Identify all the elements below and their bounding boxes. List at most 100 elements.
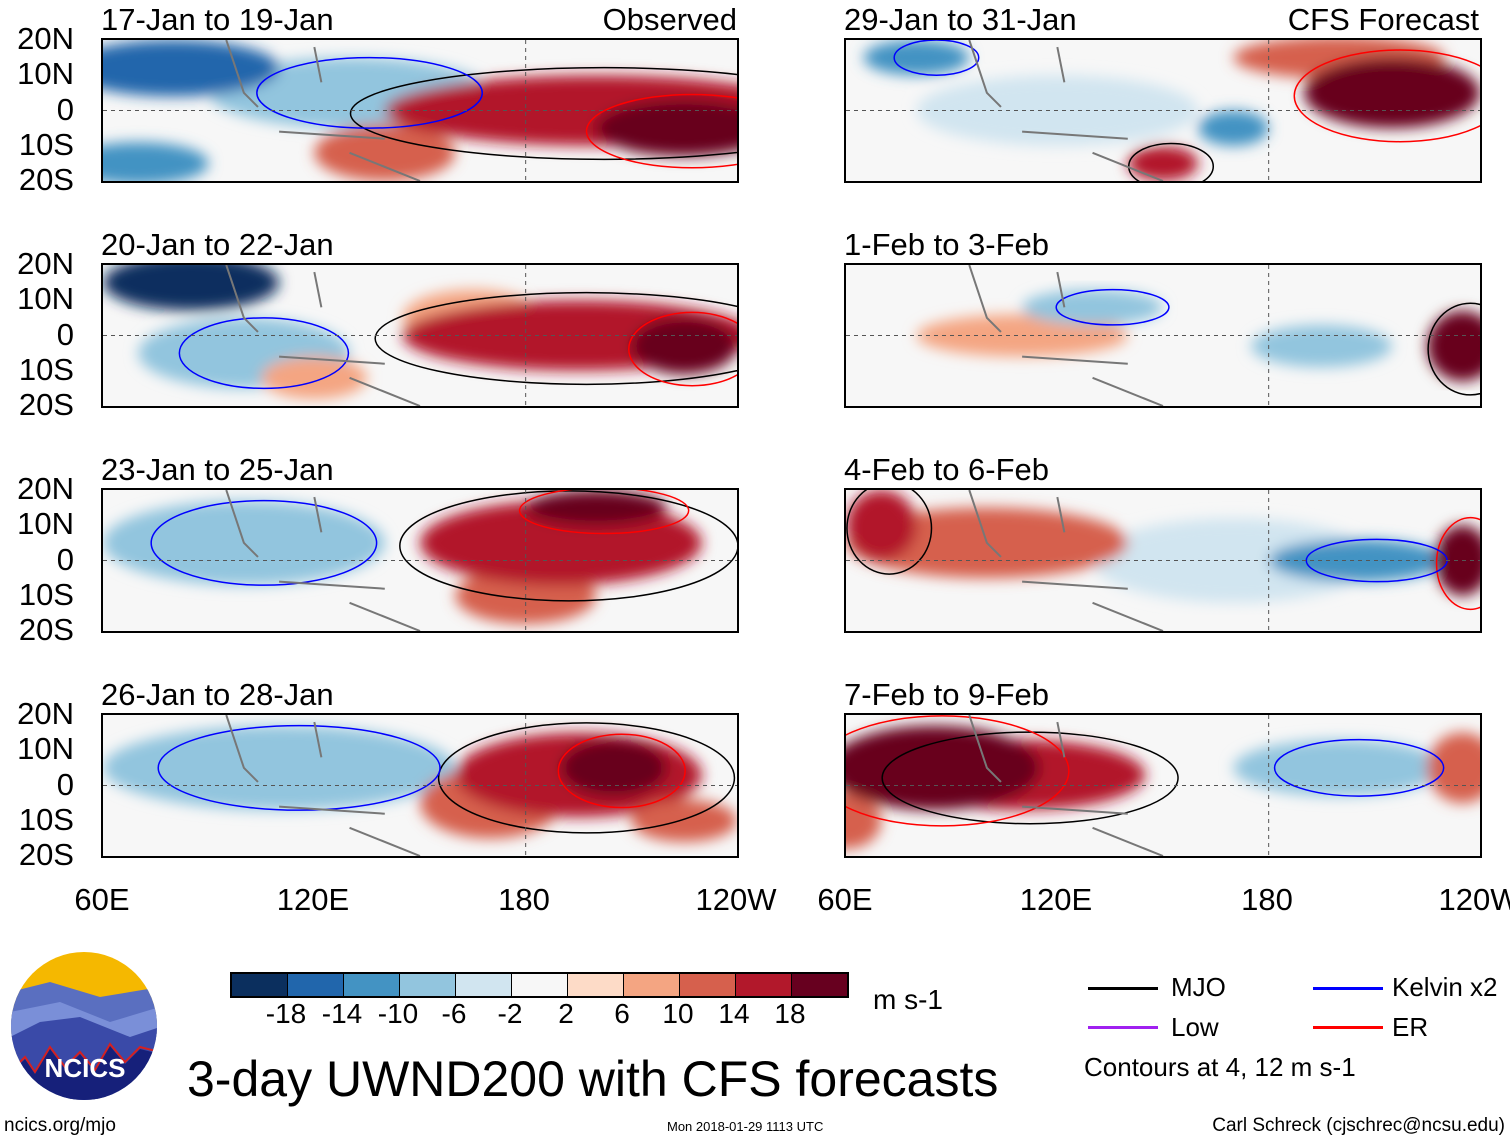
- map-panel: [844, 263, 1482, 408]
- y-tick-label: 0: [56, 316, 74, 352]
- anomaly-region: [1427, 310, 1480, 382]
- legend-er-line: [1313, 1026, 1383, 1029]
- contour-line: [399, 490, 737, 602]
- colorbar-label: -14: [321, 998, 363, 1029]
- contour-line: [846, 715, 1070, 827]
- anomaly-region: [846, 490, 917, 561]
- legend-kelvin-label: Kelvin x2: [1392, 972, 1498, 1002]
- y-tick-label: 10S: [18, 801, 74, 837]
- coastline: [968, 715, 1164, 856]
- map-panel: [101, 488, 739, 633]
- contour-line: [846, 490, 933, 575]
- coastline: [225, 715, 421, 856]
- colorbar-swatch: [568, 974, 624, 996]
- x-tick-label: 60E: [817, 882, 873, 917]
- map-panel: [844, 488, 1482, 633]
- contour-line: [178, 317, 350, 390]
- colorbar-swatch: [232, 974, 288, 996]
- coastline: [225, 265, 421, 406]
- contour-line: [628, 311, 737, 387]
- panel-title: 17-Jan to 19-Jan: [101, 2, 334, 37]
- coastline: [225, 40, 421, 181]
- map-panel: [101, 38, 739, 183]
- y-tick-label: 10S: [18, 351, 74, 387]
- anomaly-region: [1268, 539, 1445, 582]
- contour-line: [1427, 302, 1480, 396]
- ncics-logo: NCICS: [11, 952, 157, 1100]
- footer-url[interactable]: ncics.org/mjo: [4, 1115, 116, 1136]
- forecast-label: CFS Forecast: [1287, 2, 1479, 37]
- colorbar-label: 10: [662, 998, 694, 1029]
- y-tick-label: 20N: [17, 246, 74, 281]
- anomaly-region: [846, 725, 1040, 811]
- coastline: [968, 490, 1164, 631]
- colorbar-swatch: [792, 974, 847, 996]
- contour-line: [157, 724, 441, 811]
- y-tick-label: 10N: [17, 56, 74, 92]
- contour-line: [1435, 516, 1480, 611]
- colorbar-label: 14: [718, 998, 750, 1029]
- x-tick-label: 120E: [276, 882, 350, 917]
- svg-text:NCICS: NCICS: [45, 1053, 126, 1083]
- y-tick-label: 10S: [18, 126, 74, 162]
- y-tick-label: 20S: [18, 387, 74, 422]
- legend-mjo-label: MJO: [1171, 972, 1226, 1002]
- y-tick-label: 20S: [18, 837, 74, 872]
- contour-line: [437, 722, 736, 834]
- contour-line: [256, 56, 484, 129]
- y-tick-label: 10N: [17, 281, 74, 317]
- anomaly-region: [1251, 324, 1392, 368]
- y-tick-label: 10S: [18, 576, 74, 612]
- x-tick-label: 60E: [74, 882, 130, 917]
- anomaly-region: [596, 99, 737, 157]
- anomaly-region: [103, 265, 280, 311]
- anomaly-region: [1127, 145, 1199, 181]
- panel-title: 4-Feb to 6-Feb: [844, 452, 1050, 487]
- anomaly-region: [560, 739, 667, 797]
- legend-low-label: Low: [1171, 1012, 1219, 1042]
- x-tick-label: 120W: [1438, 882, 1510, 917]
- anomaly-region: [863, 40, 970, 76]
- colorbar-swatch: [624, 974, 680, 996]
- footer-author: Carl Schreck (cjschrec@ncsu.edu): [1212, 1115, 1505, 1136]
- contour-line: [557, 733, 686, 809]
- legend-er-label: ER: [1392, 1012, 1429, 1042]
- y-tick-label: 10N: [17, 506, 74, 542]
- panel-title: 1-Feb to 3-Feb: [844, 227, 1050, 262]
- colorbar-swatch: [400, 974, 456, 996]
- anomaly-region: [1198, 110, 1269, 146]
- colorbar-swatch: [344, 974, 400, 996]
- colorbar-swatch: [736, 974, 792, 996]
- map-panel: [844, 38, 1482, 183]
- colorbar-label: -10: [377, 998, 419, 1029]
- y-tick-label: 10N: [17, 731, 74, 767]
- colorbar-swatch: [288, 974, 344, 996]
- anomaly-region: [631, 799, 737, 842]
- colorbar-swatch: [512, 974, 568, 996]
- y-tick-label: 20S: [18, 612, 74, 647]
- observed-label: Observed: [602, 2, 737, 37]
- anomaly-region: [1303, 57, 1480, 129]
- x-tick-label: 120E: [1019, 882, 1093, 917]
- footer-timestamp: Mon 2018-01-29 1113 UTC: [667, 1119, 824, 1134]
- figure-title: 3-day UWND200 with CFS forecasts: [187, 1051, 999, 1107]
- coastline: [968, 40, 1164, 181]
- colorbar-swatch: [456, 974, 512, 996]
- anomaly-region: [314, 124, 456, 181]
- contour-note: Contours at 4, 12 m s-1: [1084, 1052, 1356, 1082]
- anomaly-region: [631, 317, 737, 375]
- contour-line: [1273, 738, 1445, 797]
- colorbar-label: 2: [558, 998, 574, 1029]
- anomaly-region: [1022, 289, 1163, 325]
- map-panel: [101, 713, 739, 858]
- coastline: [968, 265, 1164, 406]
- legend-low-line: [1088, 1026, 1158, 1029]
- colorbar-label: -2: [497, 998, 523, 1029]
- y-tick-label: 0: [56, 766, 74, 802]
- y-tick-label: 0: [56, 541, 74, 577]
- contour-line: [374, 291, 737, 386]
- anomaly-region: [525, 490, 667, 526]
- contour-line: [585, 93, 737, 169]
- contour-line: [1055, 288, 1170, 326]
- anomaly-region: [846, 792, 882, 849]
